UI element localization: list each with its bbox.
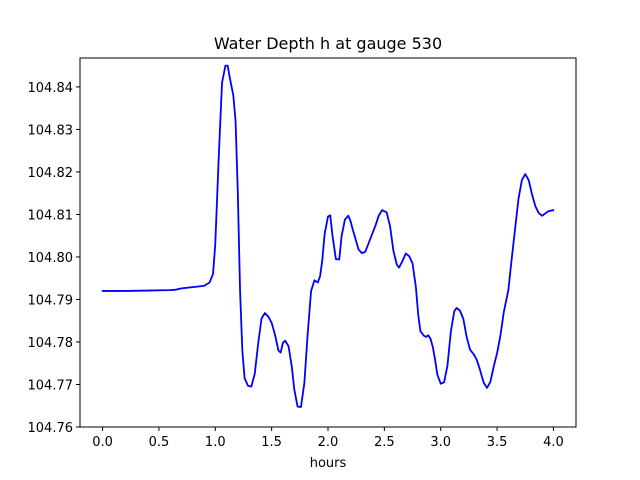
y-tick-label: 104.81 [28, 208, 74, 223]
y-tick-label: 104.82 [28, 166, 74, 181]
x-tick-label: 3.5 [487, 435, 508, 450]
x-tick-label: 2.5 [374, 435, 395, 450]
y-axis: 104.76 104.77 104.78 104.79 104.80 104.81 104.… [28, 81, 80, 436]
x-tick-label: 4.0 [543, 435, 564, 450]
x-tick-label: 0.0 [92, 435, 113, 450]
chart-title: Water Depth h at gauge 530 [214, 34, 442, 53]
y-tick-label: 104.76 [28, 421, 74, 436]
x-axis-label: hours [310, 456, 347, 471]
x-tick-label: 1.5 [261, 435, 282, 450]
y-tick-label: 104.78 [28, 336, 74, 351]
y-tick-label: 104.83 [28, 123, 74, 138]
series-line-0 [101, 64, 555, 408]
y-tick-label: 104.80 [28, 251, 74, 266]
y-tick-label: 104.77 [28, 378, 74, 393]
x-axis: 0.0 0.5 1.0 1.5 2.0 2.5 3.0 3.5 4.0 [92, 427, 564, 450]
x-tick-label: 3.0 [430, 435, 451, 450]
y-tick-label: 104.84 [28, 81, 74, 96]
plot-area [101, 64, 555, 408]
x-tick-label: 0.5 [149, 435, 170, 450]
y-tick-label: 104.79 [28, 293, 74, 308]
x-tick-label: 2.0 [318, 435, 339, 450]
x-tick-label: 1.0 [205, 435, 226, 450]
